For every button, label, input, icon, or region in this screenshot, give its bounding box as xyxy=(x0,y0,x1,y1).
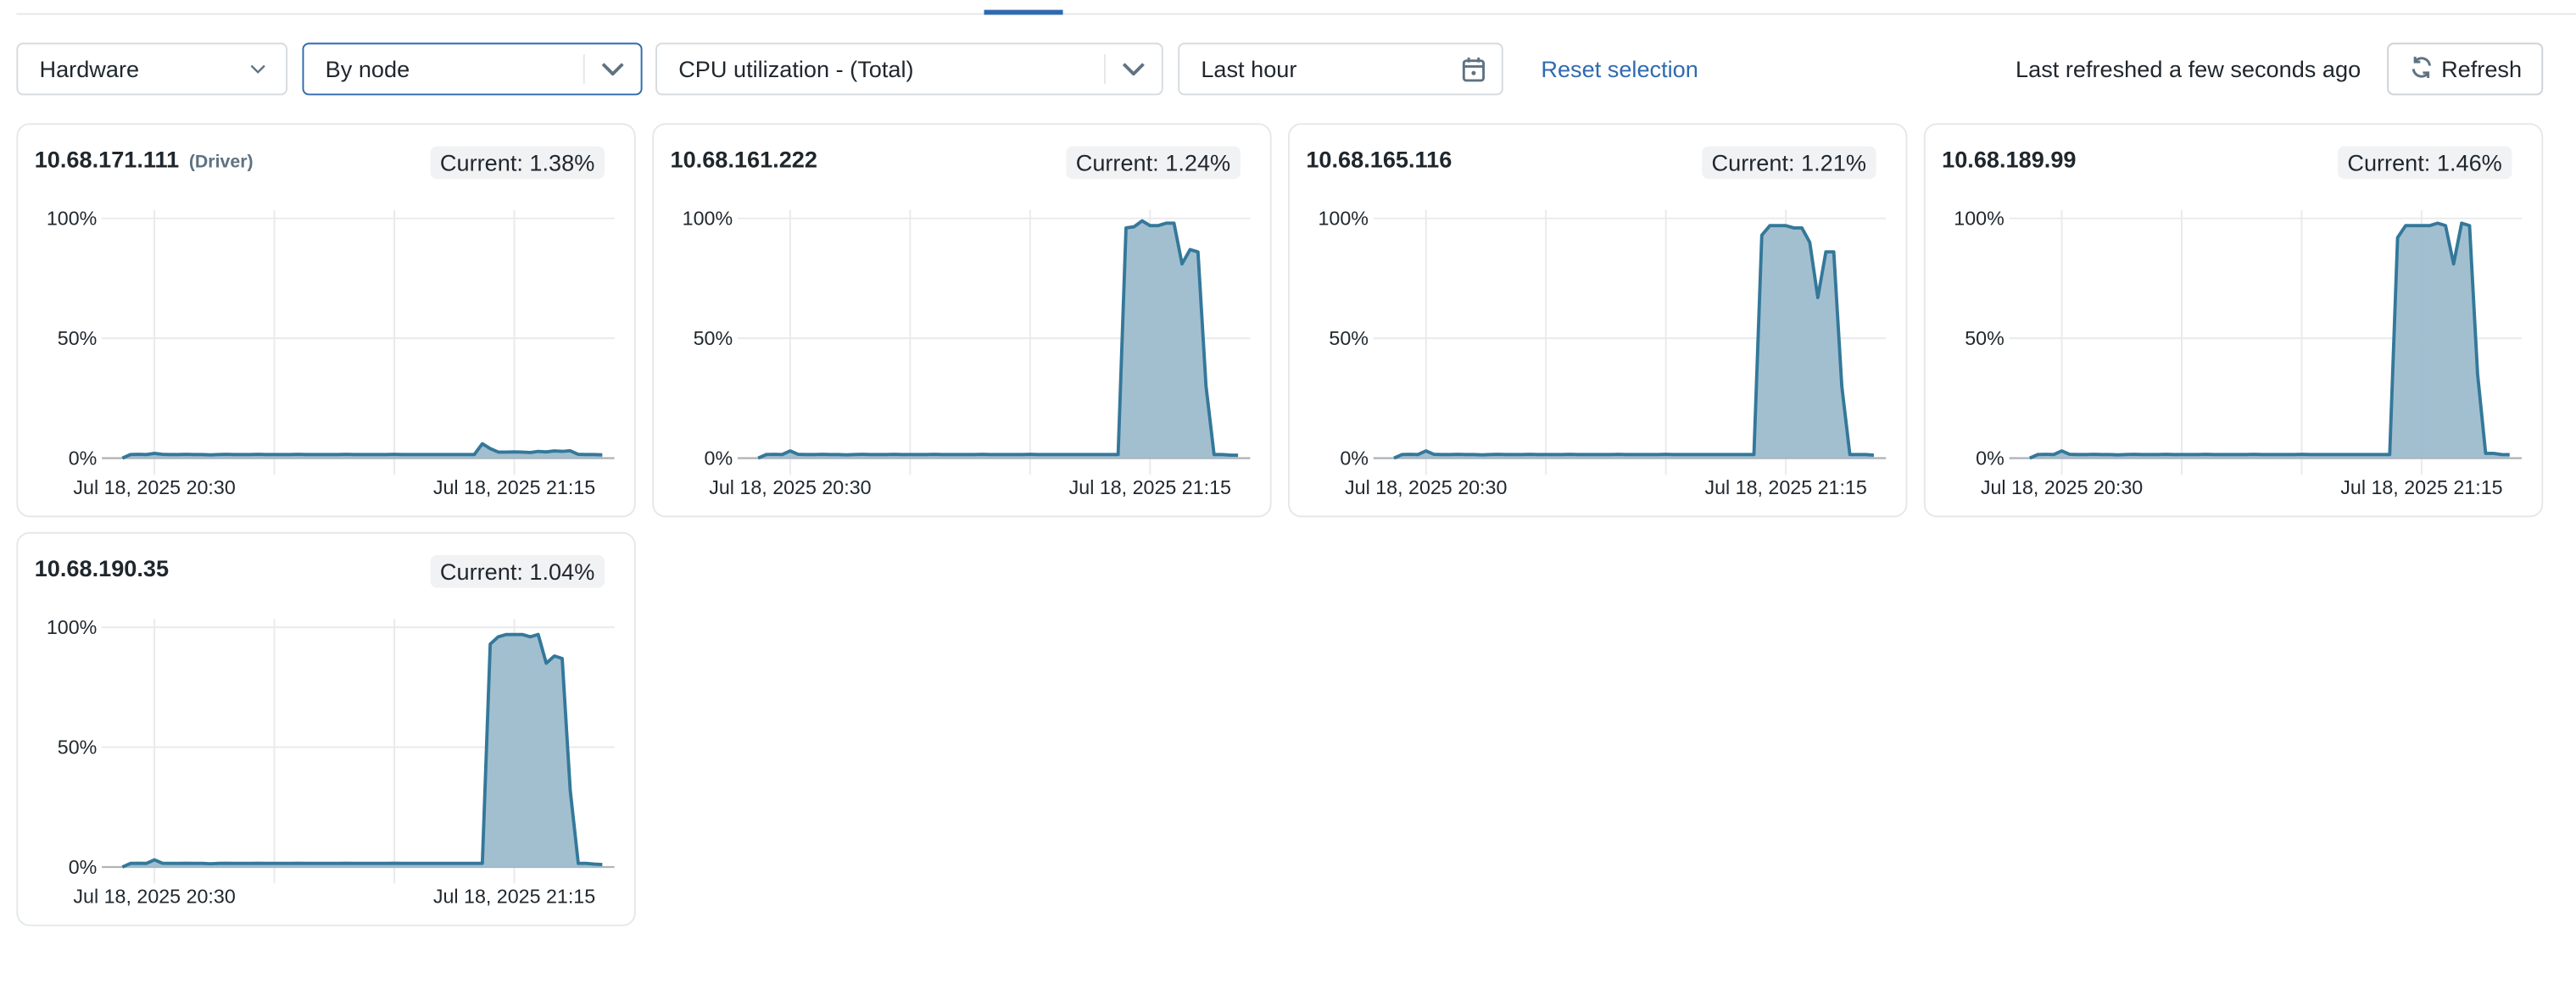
refresh-button[interactable]: Refresh xyxy=(2387,42,2544,96)
cpu-area-chart[interactable]: 0% 50% 100% Jul 18, 2025 20:30 Jul 18, 2025 … xyxy=(1926,125,2545,519)
refresh-label: Refresh xyxy=(2441,55,2523,82)
node-ip: 10.68.190.35 xyxy=(34,554,170,581)
x-tick-label: Jul 18, 2025 21:15 xyxy=(433,886,595,908)
cpu-area-chart[interactable]: 0% 50% 100% Jul 18, 2025 20:30 Jul 18, 2025 … xyxy=(1290,125,1909,519)
y-tick-label: 0% xyxy=(69,447,98,469)
metric-select[interactable]: CPU utilization - (Total) xyxy=(655,42,1163,96)
y-tick-label: 0% xyxy=(705,447,733,469)
current-value-badge: Current: 1.38% xyxy=(430,146,605,180)
x-tick-label: Jul 18, 2025 20:30 xyxy=(73,476,235,498)
tab-bar-divider xyxy=(16,13,2576,15)
cpu-area-chart[interactable]: 0% 50% 100% Jul 18, 2025 20:30 Jul 18, 2025 … xyxy=(18,125,637,519)
cpu-series-line xyxy=(121,632,603,869)
cpu-area-fill xyxy=(122,634,603,867)
cpu-series-line xyxy=(1393,224,1875,460)
x-tick-label: Jul 18, 2025 20:30 xyxy=(73,886,235,908)
cpu-area-fill xyxy=(1393,225,1874,459)
cpu-series-line xyxy=(2028,221,2510,460)
y-tick-label: 100% xyxy=(47,207,97,229)
y-tick-label: 50% xyxy=(58,736,98,758)
category-select[interactable]: Hardware xyxy=(16,42,288,96)
node-chart-card: 0% 50% 100% Jul 18, 2025 20:30 Jul 18, 2025 … xyxy=(16,123,637,519)
y-tick-label: 50% xyxy=(1329,327,1369,349)
node-ip: 10.68.161.222 xyxy=(670,146,817,173)
current-value-badge: Current: 1.46% xyxy=(2337,146,2512,180)
node-chart-card: 0% 50% 100% Jul 18, 2025 20:30 Jul 18, 2025 … xyxy=(652,123,1273,519)
cpu-series-line xyxy=(757,219,1239,460)
last-refreshed-text: Last refreshed a few seconds ago xyxy=(2016,55,2361,82)
y-tick-label: 0% xyxy=(69,856,98,878)
divider xyxy=(583,53,585,84)
cpu-area-chart[interactable]: 0% 50% 100% Jul 18, 2025 20:30 Jul 18, 2025 … xyxy=(18,534,637,928)
node-ip: 10.68.165.116 xyxy=(1306,146,1452,173)
current-value-badge: Current: 1.04% xyxy=(430,554,605,588)
grouping-select[interactable]: By node xyxy=(302,42,643,96)
y-tick-label: 0% xyxy=(1340,447,1369,469)
reset-selection-link[interactable]: Reset selection xyxy=(1541,55,1698,82)
node-chart-card: 0% 50% 100% Jul 18, 2025 20:30 Jul 18, 2025 … xyxy=(16,531,637,928)
cpu-area-chart[interactable]: 0% 50% 100% Jul 18, 2025 20:30 Jul 18, 2025 … xyxy=(654,125,1273,519)
category-select-value: Hardware xyxy=(39,55,140,82)
time-range-picker[interactable]: Last hour xyxy=(1178,42,1503,96)
active-tab-indicator xyxy=(984,9,1063,15)
current-value-badge: Current: 1.24% xyxy=(1066,146,1241,180)
x-tick-label: Jul 18, 2025 20:30 xyxy=(1345,476,1507,498)
x-tick-label: Jul 18, 2025 21:15 xyxy=(1704,476,1866,498)
x-tick-label: Jul 18, 2025 21:15 xyxy=(2340,476,2502,498)
metric-select-value: CPU utilization - (Total) xyxy=(678,55,914,82)
cpu-series-line xyxy=(121,442,603,460)
calendar-icon[interactable] xyxy=(1456,56,1492,82)
node-chart-card: 0% 50% 100% Jul 18, 2025 20:30 Jul 18, 2025 … xyxy=(1288,123,1909,519)
node-chart-card: 0% 50% 100% Jul 18, 2025 20:30 Jul 18, 2025 … xyxy=(1923,123,2545,519)
chevron-down-icon xyxy=(240,64,276,75)
driver-tag: (Driver) xyxy=(188,153,254,173)
grouping-select-value: By node xyxy=(325,55,410,82)
y-tick-label: 100% xyxy=(683,207,733,229)
divider xyxy=(1104,53,1106,84)
refresh-icon xyxy=(2408,53,2434,85)
cpu-area-fill xyxy=(758,220,1239,459)
x-tick-label: Jul 18, 2025 21:15 xyxy=(1069,476,1231,498)
x-tick-label: Jul 18, 2025 20:30 xyxy=(1981,476,2143,498)
time-range-value: Last hour xyxy=(1201,55,1297,82)
y-tick-label: 50% xyxy=(694,327,733,349)
cpu-area-fill xyxy=(2029,223,2510,459)
node-ip: 10.68.171.111 xyxy=(34,146,180,173)
node-ip: 10.68.189.99 xyxy=(1942,146,2077,173)
y-tick-label: 100% xyxy=(47,616,97,638)
y-tick-label: 0% xyxy=(1976,447,2004,469)
x-tick-label: Jul 18, 2025 20:30 xyxy=(709,476,871,498)
y-tick-label: 50% xyxy=(58,327,98,349)
node-title: 10.68.171.111 (Driver) xyxy=(35,146,254,172)
x-tick-label: Jul 18, 2025 21:15 xyxy=(433,476,595,498)
y-tick-label: 100% xyxy=(1954,207,2004,229)
y-tick-label: 100% xyxy=(1318,207,1368,229)
y-tick-label: 50% xyxy=(1965,327,2004,349)
chevron-down-icon xyxy=(1116,63,1152,76)
current-value-badge: Current: 1.21% xyxy=(1701,146,1876,180)
chevron-down-icon xyxy=(594,63,631,76)
